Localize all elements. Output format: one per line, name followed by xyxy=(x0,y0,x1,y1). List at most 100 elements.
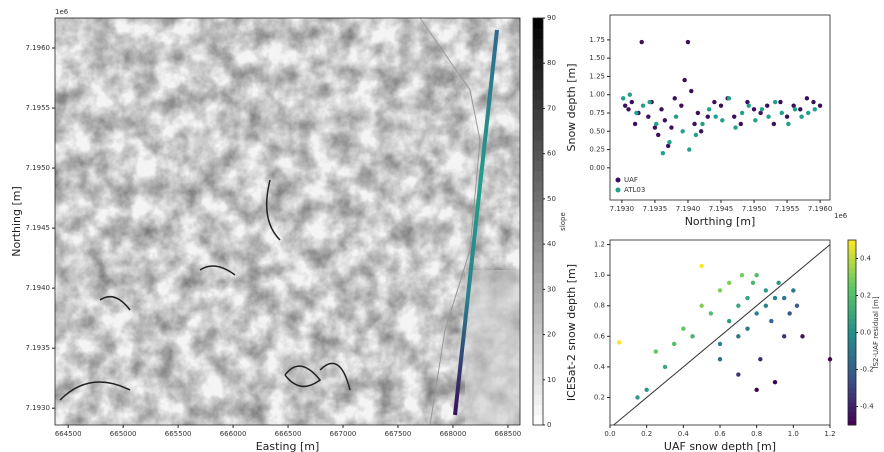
colorbar-segment xyxy=(533,414,543,426)
colorbar-segment xyxy=(533,58,543,70)
colorbar-segment xyxy=(848,304,856,310)
point xyxy=(811,99,816,105)
point xyxy=(769,318,774,324)
point xyxy=(772,99,778,105)
colorbar-tick-label: 0.4 xyxy=(860,255,872,263)
point xyxy=(754,311,759,316)
legend-marker xyxy=(615,177,621,183)
colorbar-segment xyxy=(848,397,856,403)
x-tick-label: 666000 xyxy=(220,430,247,438)
y-tick-label: 0.00 xyxy=(589,164,605,172)
point xyxy=(647,99,652,105)
colorbar-segment xyxy=(533,140,543,151)
colorbar-segment xyxy=(533,292,543,304)
colorbar-segment xyxy=(533,150,543,161)
colorbar-segment xyxy=(848,327,856,333)
map-background xyxy=(55,17,520,426)
point xyxy=(804,96,810,101)
x-tick-label: 1.0 xyxy=(788,430,799,438)
colorbar-tick-label: 10 xyxy=(547,376,556,384)
x-tick-label: 7.1930 xyxy=(610,205,635,213)
point xyxy=(629,99,635,105)
point xyxy=(765,103,770,108)
colorbar-segment xyxy=(533,394,543,406)
colorbar-segment xyxy=(848,244,856,250)
point xyxy=(763,288,769,293)
colorbar-segment xyxy=(848,290,856,296)
point xyxy=(812,107,818,112)
y-tick-label: 0.50 xyxy=(589,127,605,135)
x-tick-label: 1.2 xyxy=(824,430,835,438)
colorbar-tick-label: 0.0 xyxy=(860,329,871,337)
colorbar-segment xyxy=(848,286,856,292)
colorbar-segment xyxy=(848,360,856,366)
colorbar-segment xyxy=(533,272,543,284)
axes-frame xyxy=(609,239,831,426)
point xyxy=(692,121,697,127)
colorbar-tick-label: 50 xyxy=(547,195,556,203)
point xyxy=(681,326,686,331)
point xyxy=(712,99,717,105)
point xyxy=(662,364,668,370)
colorbar-segment xyxy=(533,323,543,334)
point xyxy=(659,107,664,112)
legend-label: UAF xyxy=(624,176,638,184)
colorbar-segment xyxy=(533,109,543,121)
point xyxy=(772,379,778,385)
colorbar-segment xyxy=(848,240,856,246)
colorbar-segment xyxy=(533,211,543,222)
colorbar-segment xyxy=(533,404,543,416)
colorbar-segment xyxy=(533,129,543,141)
colorbar-segment xyxy=(848,355,856,361)
colorbar-label: IS2-UAF residual [m] xyxy=(872,296,880,368)
point xyxy=(652,125,658,130)
colorbar-segment xyxy=(533,282,543,294)
point xyxy=(791,103,796,108)
point xyxy=(745,99,750,105)
point xyxy=(778,99,783,105)
point xyxy=(733,125,738,130)
colorbar-segment xyxy=(848,272,856,278)
point xyxy=(720,118,725,123)
colorbar-segment xyxy=(848,420,856,426)
point xyxy=(746,103,751,108)
point xyxy=(680,129,685,134)
point xyxy=(739,272,745,278)
colorbar-segment xyxy=(533,38,543,50)
colorbar-segment xyxy=(848,388,856,394)
colorbar-segment xyxy=(533,374,543,385)
point xyxy=(699,263,704,269)
colorbar-tick-label: 60 xyxy=(547,150,556,158)
point xyxy=(695,110,701,116)
offset-label: 1e6 xyxy=(55,8,69,16)
point xyxy=(635,395,640,400)
point xyxy=(667,140,672,145)
colorbar-segment xyxy=(533,313,543,324)
point xyxy=(784,114,790,119)
colorbar-segment xyxy=(848,300,856,306)
point xyxy=(799,114,804,119)
colorbar-segment xyxy=(848,374,856,380)
legend-label: ATL03 xyxy=(624,186,645,194)
colorbar-segment xyxy=(848,323,856,329)
y-tick-label: 1.75 xyxy=(589,36,605,44)
colorbar-segment xyxy=(848,253,856,259)
colorbar-tick-label: 80 xyxy=(547,59,556,67)
colorbar-segment xyxy=(848,378,856,384)
y-tick-label: 7.1955 xyxy=(26,104,51,112)
one-to-one-line xyxy=(613,244,831,426)
colorbar-segment xyxy=(848,401,856,407)
point xyxy=(827,357,833,362)
x-tick-label: 0.2 xyxy=(641,430,652,438)
point xyxy=(772,295,778,301)
colorbar-segment xyxy=(533,18,543,29)
point xyxy=(759,107,765,112)
point xyxy=(656,132,661,138)
x-tick-label: 0.0 xyxy=(604,430,615,438)
colorbar-segment xyxy=(848,249,856,255)
legend-marker xyxy=(615,187,621,193)
point xyxy=(671,341,677,347)
y-tick-label: 1.25 xyxy=(589,72,605,80)
y-tick-label: 7.1960 xyxy=(26,44,51,52)
point xyxy=(640,103,646,108)
